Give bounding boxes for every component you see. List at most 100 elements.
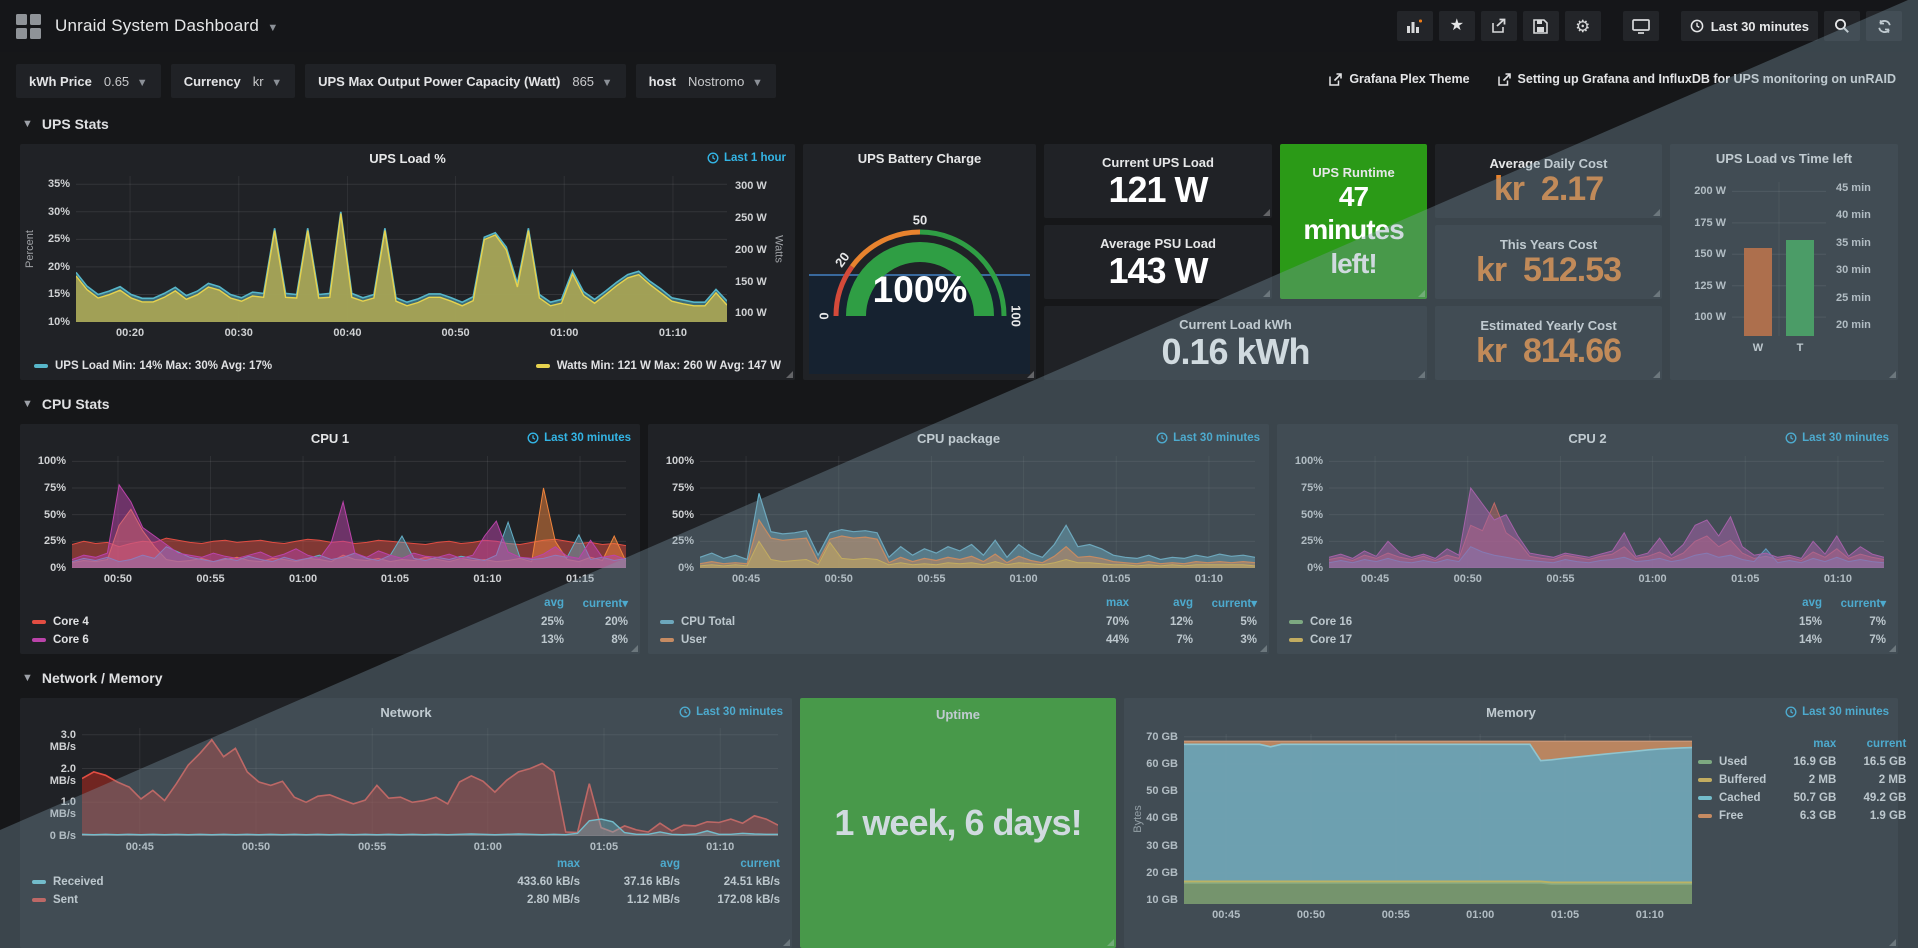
legend-col-header[interactable]: avg [544, 597, 564, 609]
stat-title[interactable]: Average Daily Cost [1489, 155, 1608, 171]
variable-host[interactable]: host Nostromo ▼ [635, 64, 776, 98]
network-memory-row: Network Last 30 minutes 3.0 MB/s 2.0 MB/s… [20, 698, 1906, 948]
legend-series[interactable]: UPS Load Min: 14% Max: 30% Avg: 17% [34, 360, 272, 372]
network-chart[interactable]: 3.0 MB/s 2.0 MB/s 1.0 MB/s 0 B/s 00:45 00:50 0… [50, 728, 778, 853]
search-button[interactable] [1824, 11, 1860, 41]
stat-title[interactable]: Average PSU Load [1100, 235, 1216, 251]
legend-series[interactable]: User [660, 634, 1065, 646]
stat-title[interactable]: UPS Runtime [1312, 164, 1395, 180]
legend-series[interactable]: Used [1698, 756, 1766, 768]
section-title: UPS Stats [41, 116, 109, 132]
legend-col-header[interactable]: avg [1173, 597, 1193, 609]
legend-series[interactable]: Core 17 [1289, 634, 1758, 646]
legend-series[interactable]: CPU Total [660, 616, 1065, 628]
panel-title[interactable]: CPU 1 [310, 431, 350, 446]
cpu1-chart[interactable]: 100% 75% 50% 25% 0% 00:50 00:55 01:00 01:05 01:10… [38, 455, 626, 585]
variable-value-dropdown[interactable]: 0.65 ▼ [103, 73, 148, 89]
legend-col-header[interactable]: current▾ [1211, 598, 1257, 610]
dashboard-title-dropdown[interactable]: Unraid System Dashboard ▼ [55, 16, 278, 36]
legend-swatch [32, 638, 46, 642]
variable-value-dropdown[interactable]: Nostromo ▼ [688, 73, 763, 89]
panel-title[interactable]: UPS Load % [369, 151, 446, 166]
stat-title[interactable]: Uptime [935, 707, 981, 722]
stat-value: 47 minutes left! [1303, 180, 1404, 279]
legend-col-header[interactable]: avg [660, 858, 680, 870]
panel-title[interactable]: UPS Battery Charge [857, 151, 982, 166]
memory-chart[interactable]: Bytes 70 GB 60 GB 50 GB 40 GB 30 GB 20 GB 10 G… [1132, 731, 1692, 921]
legend-col-header[interactable]: avg [1802, 597, 1822, 609]
legend-value: 37.16 kB/s [623, 876, 680, 888]
legend-series[interactable]: Core 4 [32, 616, 500, 628]
legend-series[interactable]: Core 6 [32, 634, 500, 646]
legend-series-name: Received [53, 876, 104, 888]
panel-title[interactable]: Network [380, 705, 432, 720]
legend-col-header[interactable]: current▾ [582, 598, 628, 610]
variable-ups-max-output[interactable]: UPS Max Output Power Capacity (Watt) 865… [305, 64, 626, 98]
legend-series-name: Cached [1719, 792, 1761, 804]
share-dashboard-button[interactable] [1480, 11, 1517, 41]
cpu-package-chart[interactable]: 100% 75% 50% 25% 0% 00:45 00:50 00:55 01:00 01:05… [666, 455, 1255, 585]
legend-series[interactable]: Sent [32, 894, 480, 906]
panel-time-range[interactable]: Last 1 hour [707, 152, 786, 164]
bar-T[interactable] [1786, 240, 1814, 336]
variable-value-dropdown[interactable]: kr ▼ [252, 73, 283, 89]
cycle-view-button[interactable] [1622, 11, 1659, 41]
panel-title[interactable]: Memory [1486, 705, 1536, 720]
save-dashboard-button[interactable] [1522, 11, 1559, 41]
legend-value: 16.9 GB [1793, 756, 1837, 768]
legend-swatch [660, 638, 674, 642]
stat-title[interactable]: Current Load kWh [1179, 316, 1292, 332]
legend-series[interactable]: Core 16 [1289, 616, 1758, 628]
refresh-button[interactable] [1866, 11, 1902, 41]
legend-col-header[interactable]: max [1813, 738, 1837, 750]
panel-time-range[interactable]: Last 30 minutes [679, 706, 783, 718]
svg-text:0: 0 [818, 312, 831, 319]
legend-series[interactable]: Buffered [1698, 774, 1766, 786]
stat-title[interactable]: Current UPS Load [1102, 154, 1214, 170]
star-dashboard-button[interactable]: ★ [1438, 11, 1475, 41]
variable-kwh-price[interactable]: kWh Price 0.65 ▼ [16, 64, 161, 98]
time-range-picker[interactable]: Last 30 minutes [1680, 11, 1818, 41]
link-grafana-plex-theme[interactable]: Grafana Plex Theme [1329, 72, 1470, 86]
battery-gauge[interactable]: 0 20 50 100 100% [816, 188, 1023, 343]
legend-series[interactable]: Free [1698, 810, 1766, 822]
legend-col-header[interactable]: current▾ [1840, 598, 1886, 610]
clock-icon [527, 432, 539, 444]
legend-series[interactable]: Received [32, 876, 480, 888]
panel-time-range[interactable]: Last 30 minutes [527, 432, 631, 444]
link-grafana-influxdb-setup[interactable]: Setting up Grafana and InfluxDB for UPS … [1497, 72, 1896, 86]
panel-ups-load: UPS Load % Last 1 hour Percent Watts 35%… [20, 144, 795, 380]
settings-button[interactable]: ⚙ [1564, 11, 1601, 41]
legend-series[interactable]: Watts Min: 121 W Max: 260 W Avg: 147 W [535, 360, 781, 372]
dashboards-grid-icon[interactable] [16, 13, 41, 39]
panel-time-range[interactable]: Last 30 minutes [1785, 706, 1889, 718]
panel-title[interactable]: UPS Load vs Time left [1715, 151, 1853, 166]
legend-col-header[interactable]: max [1105, 597, 1129, 609]
legend-col-header[interactable]: max [556, 858, 580, 870]
clock-icon [1690, 19, 1704, 33]
legend-col-header[interactable]: current [740, 858, 780, 870]
bar-W[interactable] [1744, 248, 1772, 336]
legend-col-header[interactable]: current [1866, 738, 1907, 750]
stat-value: kr 512.53 [1475, 250, 1622, 289]
section-cpu-stats[interactable]: ▼ CPU Stats [22, 396, 1896, 412]
variable-currency[interactable]: Currency kr ▼ [170, 64, 296, 98]
panel-time-range[interactable]: Last 30 minutes [1785, 432, 1889, 444]
ups-load-chart[interactable]: Percent Watts 35% 30% 25% 20% 15% 10% 300 W 250… [24, 176, 785, 339]
section-network-memory[interactable]: ▼ Network / Memory [22, 670, 1896, 686]
cpu2-chart[interactable]: 100% 75% 50% 25% 0% 00:45 00:50 00:55 01:00 01:05… [1295, 455, 1884, 585]
legend-value: 1.9 GB [1869, 810, 1907, 822]
add-panel-button[interactable] [1396, 11, 1433, 41]
stat-title[interactable]: This Years Cost [1499, 236, 1598, 252]
panel-title[interactable]: CPU 2 [1568, 431, 1607, 446]
legend-series[interactable]: Cached [1698, 792, 1766, 804]
panel-title[interactable]: CPU package [916, 431, 1001, 446]
section-ups-stats[interactable]: ▼ UPS Stats [22, 116, 1896, 132]
panel-average-daily-cost: Average Daily Cost kr 2.17 [1435, 144, 1662, 218]
chevron-down-icon: ▼ [267, 22, 279, 34]
load-vs-time-bar-chart[interactable]: 200 W 175 W 150 W 125 W 100 W 45 min 40 min 35 … [1694, 181, 1871, 355]
panel-time-range[interactable]: Last 30 minutes [1156, 432, 1260, 444]
svg-text:100: 100 [1008, 305, 1021, 327]
stat-title[interactable]: Estimated Yearly Cost [1480, 317, 1617, 333]
variable-value-dropdown[interactable]: 865 ▼ [572, 73, 613, 89]
